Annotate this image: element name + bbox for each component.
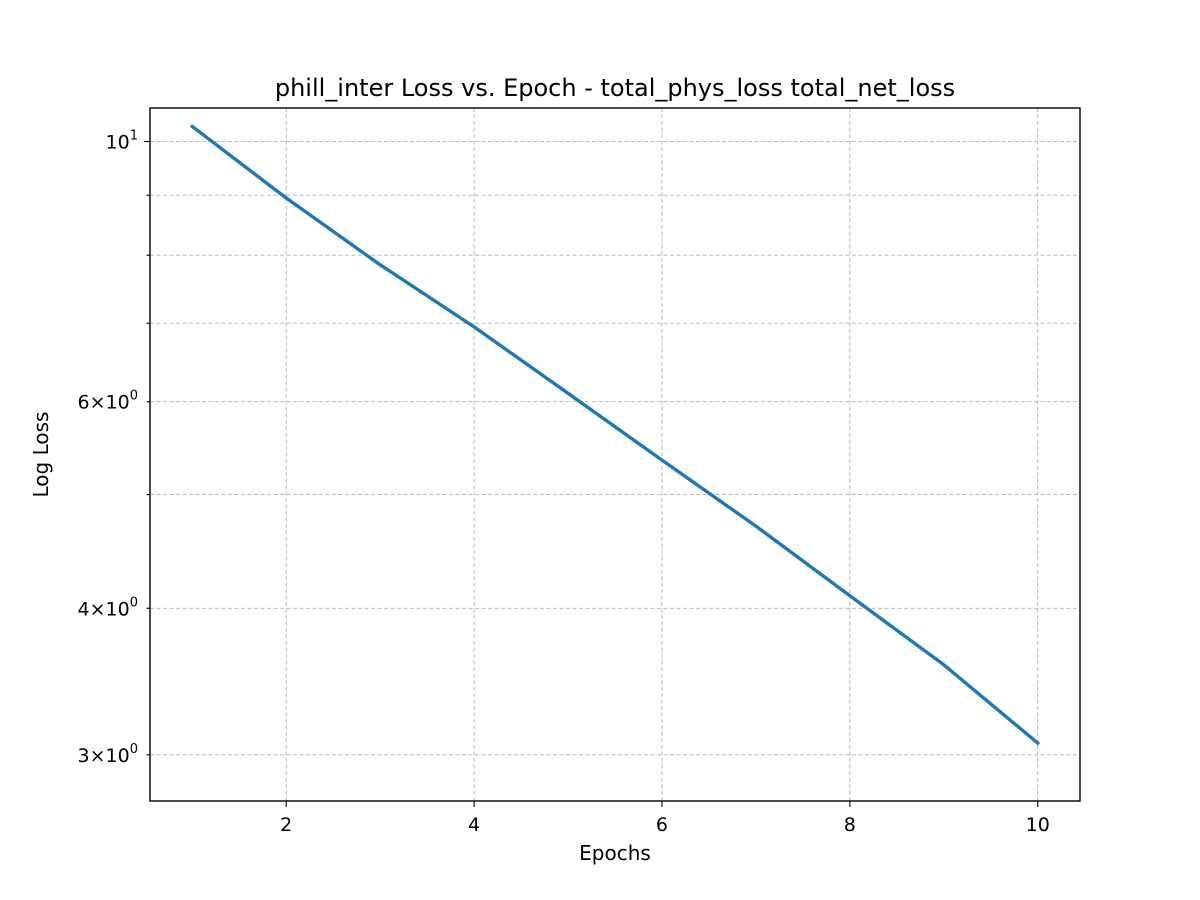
x-tick-label: 2 — [280, 814, 292, 836]
x-tick-label: 8 — [844, 814, 856, 836]
grid-layer — [150, 108, 1080, 801]
x-tick-label: 10 — [1026, 814, 1050, 836]
y-tick-label: 6×100 — [78, 389, 138, 414]
y-tick-label: 101 — [106, 129, 138, 154]
chart-title: phill_inter Loss vs. Epoch - total_phys_… — [275, 74, 955, 102]
x-tick-label: 6 — [656, 814, 668, 836]
y-axis-label: Log Loss — [29, 412, 53, 498]
plot-frame — [149, 107, 1081, 802]
loss-series-line — [189, 124, 1041, 746]
tick-layer: 2 4 6 8 10 3×100 4×100 6×100 101 — [78, 129, 1050, 836]
x-tick-label: 4 — [468, 814, 480, 836]
series-layer — [189, 124, 1041, 746]
y-tick-label: 3×100 — [78, 742, 138, 767]
y-tick-label: 4×100 — [78, 595, 138, 620]
x-axis-label: Epochs — [579, 841, 651, 865]
